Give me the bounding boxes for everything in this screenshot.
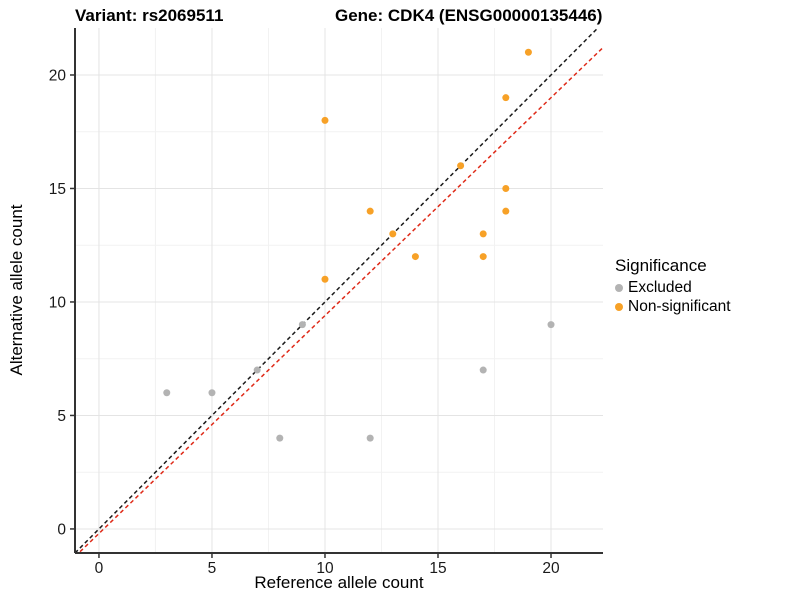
x-tick-label: 15 (429, 560, 446, 577)
data-point-non-significant (502, 207, 510, 215)
data-point-non-significant (366, 207, 374, 215)
y-tick-label: 10 (49, 294, 67, 311)
data-point-non-significant (411, 253, 419, 261)
data-point-excluded (298, 321, 306, 329)
legend-title: Significance (615, 256, 707, 275)
x-tick-label: 10 (316, 560, 334, 577)
data-point-non-significant (321, 116, 329, 124)
gene-title: Gene: CDK4 (ENSG00000135446) (335, 6, 603, 25)
variant-title: Variant: rs2069511 (75, 6, 224, 25)
y-tick-label: 20 (49, 67, 67, 84)
y-axis-title: Alternative allele count (7, 204, 26, 376)
data-point-non-significant (479, 253, 487, 261)
fit-line (77, 47, 603, 553)
data-point-non-significant (502, 94, 510, 102)
legend-label-excluded: Excluded (628, 278, 692, 296)
excluded-dot-icon (615, 283, 623, 292)
x-tick-label: 20 (542, 560, 560, 577)
legend-item-non-significant: Non-significant (615, 298, 731, 315)
legend: Significance Excluded Non-significant (615, 256, 731, 315)
identity-line (75, 28, 599, 553)
data-point-excluded (163, 389, 171, 397)
x-tick-label: 0 (95, 560, 104, 577)
y-tick-label: 15 (49, 181, 66, 198)
data-point-excluded (208, 389, 216, 397)
data-point-excluded (366, 434, 374, 442)
data-point-non-significant (502, 184, 510, 192)
data-point-excluded (253, 366, 261, 374)
non-significant-dot-icon (615, 302, 623, 311)
y-tick-label: 5 (57, 408, 66, 425)
data-point-excluded (276, 434, 284, 442)
data-point-non-significant (479, 230, 487, 238)
data-point-non-significant (321, 275, 329, 283)
x-tick-label: 5 (208, 560, 217, 577)
x-axis-title: Reference allele count (254, 573, 424, 592)
data-point-non-significant (524, 48, 532, 56)
data-point-non-significant (457, 162, 465, 170)
legend-item-excluded: Excluded (615, 279, 731, 296)
data-point-excluded (547, 321, 555, 329)
data-point-excluded (479, 366, 487, 374)
data-point-non-significant (389, 230, 397, 238)
y-tick-label: 0 (57, 521, 66, 538)
legend-label-non-significant: Non-significant (628, 297, 731, 315)
